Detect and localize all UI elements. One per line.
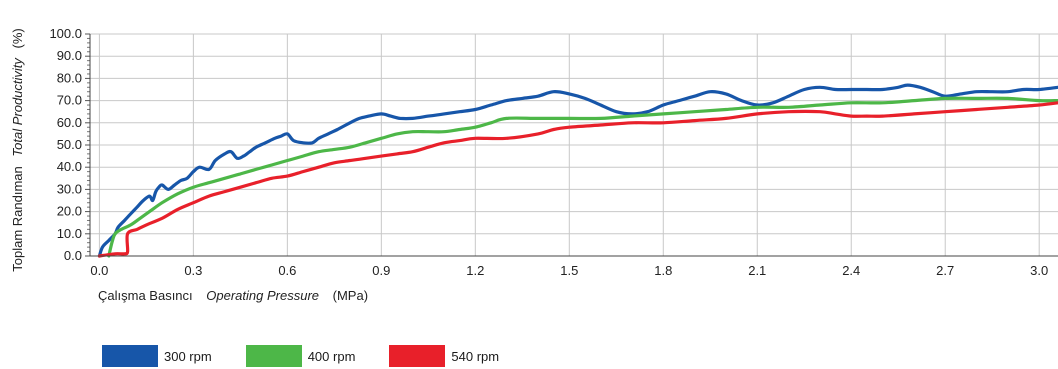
y-axis-title-tr: Toplam Randıman (10, 166, 25, 272)
series-line-540-rpm (97, 101, 1058, 258)
x-tick-label: 1.5 (560, 263, 578, 278)
x-tick-label: 0.3 (184, 263, 202, 278)
x-tick-label: 3.0 (1030, 263, 1048, 278)
y-tick-label: 70.0 (57, 93, 82, 108)
x-tick-label: 0.6 (278, 263, 296, 278)
legend-label-300: 300 rpm (164, 348, 212, 364)
x-tick-label: 0.9 (372, 263, 390, 278)
y-axis-title-en: Total Productivity (10, 57, 25, 157)
legend-swatch-300 (102, 345, 158, 367)
x-axis-title: Çalışma Basıncı Operating Pressure (MPa) (98, 288, 368, 303)
legend-item-300: 300 rpm (102, 345, 212, 367)
x-axis-title-en: Operating Pressure (206, 288, 319, 303)
chart-svg: 0.0 10.0 20.0 30.0 40.0 50.0 60.0 70.0 80.0 90.0 1… (10, 26, 1058, 303)
series-line-300-rpm (97, 83, 1058, 258)
axes (85, 33, 1058, 257)
x-tick-label: 2.4 (842, 263, 860, 278)
x-tick-label: 0.0 (90, 263, 108, 278)
legend-label-540: 540 rpm (451, 348, 500, 364)
y-tick-label: 20.0 (57, 204, 82, 219)
y-tick-label: 30.0 (57, 181, 82, 196)
x-axis-title-unit: (MPa) (333, 288, 368, 303)
x-axis-title-tr: Çalışma Basıncı (98, 288, 193, 303)
gridlines (90, 33, 1058, 257)
legend-swatch-400 (245, 345, 302, 367)
y-tick-label: 40.0 (57, 159, 82, 174)
y-tick-label: 60.0 (57, 115, 82, 130)
y-tick-label: 0.0 (64, 248, 82, 263)
legend-label-400: 400 rpm (307, 348, 356, 364)
x-tick-label: 1.8 (654, 263, 672, 278)
y-tick-label: 10.0 (57, 226, 82, 241)
y-axis-title-unit: (%) (10, 28, 25, 48)
legend-item-540: 540 rpm (389, 345, 499, 367)
y-tick-label: 100.0 (49, 26, 82, 41)
legend: 300 rpm 400 rpm 540 rpm (102, 345, 533, 367)
y-axis-title: Toplam Randıman Total Productivity (%) (10, 28, 25, 271)
y-tick-label: 90.0 (57, 48, 82, 63)
series-line-400-rpm (107, 96, 1058, 258)
x-tick-label: 2.1 (748, 263, 766, 278)
y-tick-label: 80.0 (57, 70, 82, 85)
x-tick-label: 2.7 (936, 263, 954, 278)
legend-swatch-540 (389, 345, 446, 367)
tick-labels: 0.0 10.0 20.0 30.0 40.0 50.0 60.0 70.0 80.0 90.0 1… (49, 26, 1048, 278)
x-tick-label: 1.2 (466, 263, 484, 278)
y-tick-label: 50.0 (57, 137, 82, 152)
legend-item-400: 400 rpm (245, 345, 356, 367)
series-layer (97, 83, 1058, 258)
